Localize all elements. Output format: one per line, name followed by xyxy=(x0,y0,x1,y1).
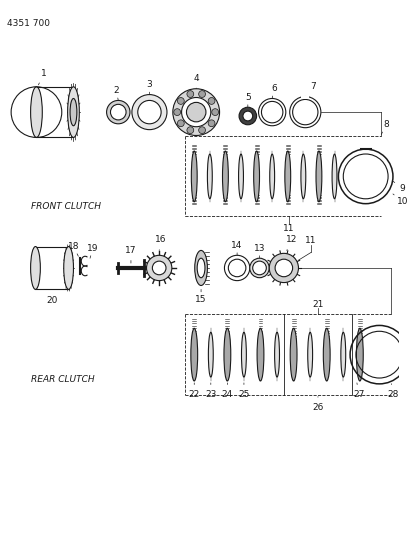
Text: 14: 14 xyxy=(231,241,243,255)
Circle shape xyxy=(177,98,184,104)
Ellipse shape xyxy=(195,251,207,286)
Ellipse shape xyxy=(316,151,322,201)
Ellipse shape xyxy=(224,328,231,381)
Ellipse shape xyxy=(64,247,73,289)
Ellipse shape xyxy=(197,258,205,278)
Circle shape xyxy=(177,120,184,127)
Text: 21: 21 xyxy=(312,300,324,309)
Circle shape xyxy=(174,109,181,116)
Text: 13: 13 xyxy=(254,244,265,258)
Ellipse shape xyxy=(239,154,244,199)
Text: 7: 7 xyxy=(307,82,316,96)
Text: 3: 3 xyxy=(146,80,152,94)
Text: 8: 8 xyxy=(381,120,389,134)
Ellipse shape xyxy=(191,151,197,201)
Circle shape xyxy=(187,127,194,134)
Text: 4: 4 xyxy=(193,74,199,88)
Circle shape xyxy=(208,120,215,127)
Ellipse shape xyxy=(301,154,306,199)
Text: 10: 10 xyxy=(393,194,408,206)
Ellipse shape xyxy=(257,328,264,381)
Text: 26: 26 xyxy=(312,397,324,412)
Ellipse shape xyxy=(275,332,279,377)
Circle shape xyxy=(187,91,194,98)
Ellipse shape xyxy=(31,87,42,138)
Circle shape xyxy=(132,94,167,130)
Text: 12: 12 xyxy=(286,235,297,251)
Text: 28: 28 xyxy=(387,384,399,399)
Text: 23: 23 xyxy=(205,383,217,399)
Circle shape xyxy=(186,102,206,122)
Ellipse shape xyxy=(308,332,313,377)
Circle shape xyxy=(146,255,172,280)
Text: 20: 20 xyxy=(47,296,58,304)
Text: 4351 700: 4351 700 xyxy=(7,19,50,28)
Circle shape xyxy=(106,100,130,124)
Ellipse shape xyxy=(222,151,228,201)
Text: 24: 24 xyxy=(222,383,233,399)
Ellipse shape xyxy=(285,151,290,201)
Circle shape xyxy=(239,107,257,125)
Text: 11: 11 xyxy=(283,223,295,232)
Text: 2: 2 xyxy=(113,86,119,100)
Circle shape xyxy=(250,258,269,278)
Text: 18: 18 xyxy=(68,242,79,256)
Ellipse shape xyxy=(254,151,259,201)
Text: 15: 15 xyxy=(195,289,207,304)
Circle shape xyxy=(138,100,161,124)
Ellipse shape xyxy=(208,332,213,377)
Text: 17: 17 xyxy=(125,246,137,263)
Ellipse shape xyxy=(68,87,79,138)
Ellipse shape xyxy=(70,99,77,126)
Text: REAR CLUTCH: REAR CLUTCH xyxy=(31,375,94,384)
Ellipse shape xyxy=(341,332,346,377)
Ellipse shape xyxy=(191,328,197,381)
Text: 1: 1 xyxy=(38,69,47,85)
Text: 6: 6 xyxy=(271,84,277,99)
Text: 25: 25 xyxy=(238,383,250,399)
Circle shape xyxy=(243,111,253,121)
Ellipse shape xyxy=(270,154,275,199)
Text: 9: 9 xyxy=(393,181,406,192)
Ellipse shape xyxy=(290,328,297,381)
Text: 27: 27 xyxy=(353,383,365,399)
Text: 19: 19 xyxy=(87,244,99,258)
Circle shape xyxy=(173,88,220,135)
Circle shape xyxy=(253,261,266,275)
Text: 11: 11 xyxy=(305,236,317,245)
Ellipse shape xyxy=(207,154,212,199)
Ellipse shape xyxy=(323,328,330,381)
Circle shape xyxy=(152,261,166,275)
Bar xyxy=(302,95,309,100)
Text: FRONT CLUTCH: FRONT CLUTCH xyxy=(31,202,101,211)
Circle shape xyxy=(269,253,299,282)
Ellipse shape xyxy=(357,328,363,381)
Ellipse shape xyxy=(332,154,337,199)
Circle shape xyxy=(208,98,215,104)
Circle shape xyxy=(199,91,206,98)
Ellipse shape xyxy=(31,247,40,289)
Circle shape xyxy=(182,98,211,127)
Circle shape xyxy=(212,109,219,116)
Text: 5: 5 xyxy=(245,93,251,107)
Text: 16: 16 xyxy=(155,235,167,251)
Circle shape xyxy=(199,127,206,134)
Ellipse shape xyxy=(242,332,246,377)
Circle shape xyxy=(275,259,293,277)
Text: 22: 22 xyxy=(188,383,200,399)
Circle shape xyxy=(111,104,126,120)
